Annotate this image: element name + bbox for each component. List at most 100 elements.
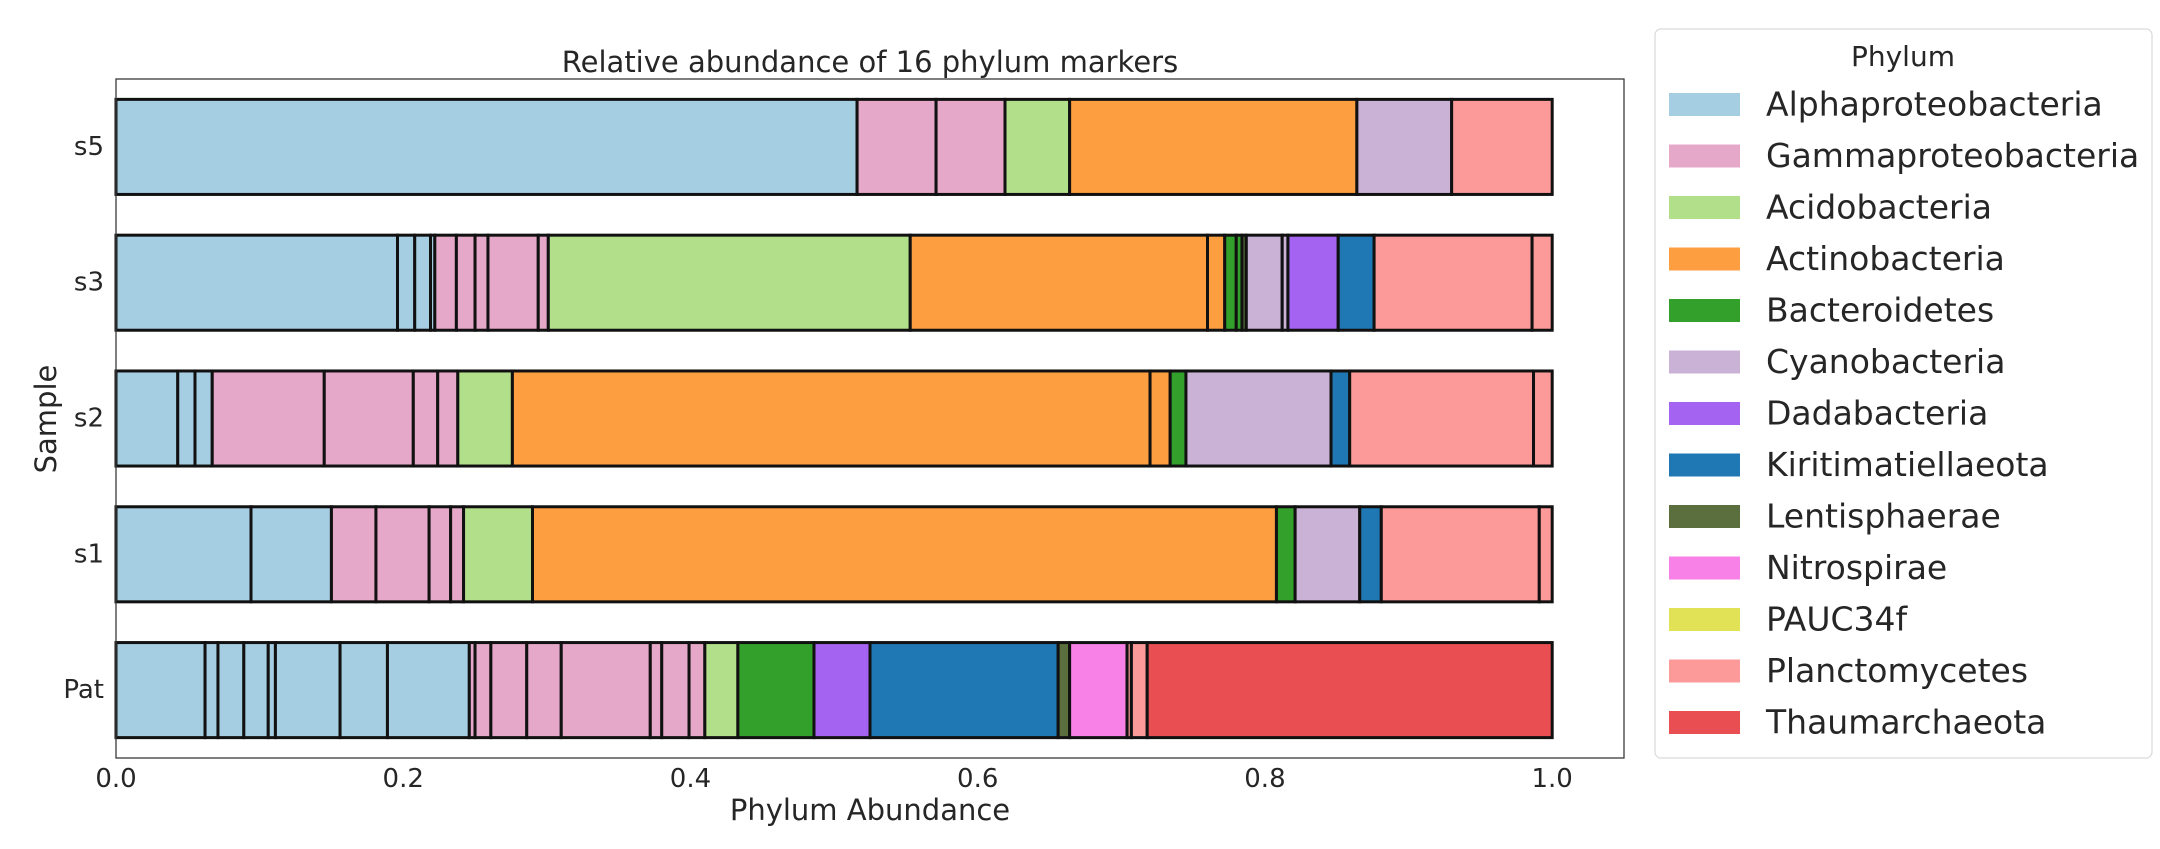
bar-segment-s3-6 xyxy=(473,233,490,332)
legend-label: Planctomycetes xyxy=(1766,651,2028,690)
bar-segment-s1-1 xyxy=(249,505,333,604)
bar-segment-Pat-24 xyxy=(1145,641,1554,740)
bar-segment-Pat-12 xyxy=(559,641,652,740)
legend-swatch xyxy=(1669,144,1740,168)
bar-segment-Pat-17 xyxy=(736,641,816,740)
y-tick-label: s3 xyxy=(74,268,104,298)
x-tick-label: 0.4 xyxy=(670,764,711,794)
legend-entry: Planctomycetes xyxy=(1669,651,2028,690)
bar-segment-s3-11 xyxy=(1206,233,1227,332)
x-axis-label: Phylum Abundance xyxy=(730,793,1010,827)
bar-segment-Pat-18 xyxy=(812,641,872,740)
x-tick-label: 0.6 xyxy=(957,764,998,794)
bar-segment-s3-15 xyxy=(1244,233,1284,332)
bar-segment-s3-20 xyxy=(1530,233,1554,332)
y-tick-label: Pat xyxy=(63,675,104,705)
bar-segment-s5-5 xyxy=(1355,97,1454,196)
bar-segment-s1-0 xyxy=(114,505,253,604)
legend-entry: Cyanobacteria xyxy=(1669,342,2005,381)
legend-entry: Kiritimatiellaeota xyxy=(1669,445,2049,484)
bar-segment-s1-10 xyxy=(1358,505,1383,604)
bar-segment-s2-7 xyxy=(456,369,514,468)
x-tick-label: 0.0 xyxy=(95,764,136,794)
legend-entry: Acidobacteria xyxy=(1669,188,1992,227)
bar-segment-s2-6 xyxy=(436,369,460,468)
x-tick-label: 0.2 xyxy=(383,764,424,794)
bar-segment-s2-9 xyxy=(1148,369,1172,468)
x-tick-label: 1.0 xyxy=(1532,764,1573,794)
chart-title: Relative abundance of 16 phylum markers xyxy=(562,45,1178,79)
bar-segment-Pat-20 xyxy=(1056,641,1072,740)
bar-segment-s2-3 xyxy=(210,369,326,468)
bar-segment-s3-4 xyxy=(433,233,458,332)
y-tick-label: s1 xyxy=(74,539,104,569)
bar-segment-s3-2 xyxy=(413,233,433,332)
legend-entries: Alphaproteobacteria Gammaproteobacteria Ac… xyxy=(1669,85,2139,742)
bar-segment-Pat-16 xyxy=(703,641,740,740)
bar-s1 xyxy=(114,505,1554,604)
legend-label: Nitrospirae xyxy=(1766,548,1947,587)
bar-segment-s2-11 xyxy=(1184,369,1333,468)
bar-segment-s2-13 xyxy=(1348,369,1536,468)
legend-label: Bacteroidetes xyxy=(1766,291,1994,330)
bar-segment-s2-0 xyxy=(114,369,180,468)
x-tick-label: 0.8 xyxy=(1244,764,1285,794)
legend-swatch xyxy=(1669,93,1740,116)
legend-swatch xyxy=(1669,247,1740,271)
bar-segment-s3-19 xyxy=(1372,233,1534,332)
legend-label: Kiritimatiellaeota xyxy=(1766,445,2049,484)
bar-segment-Pat-23 xyxy=(1129,641,1149,740)
legend-label: Gammaproteobacteria xyxy=(1766,136,2139,175)
x-tick-labels: 0.0 0.2 0.4 0.6 0.8 1.0 xyxy=(95,764,1573,794)
bar-segment-Pat-2 xyxy=(216,641,246,740)
legend-label: Lentisphaerae xyxy=(1766,497,2001,536)
bar-segment-s2-14 xyxy=(1532,369,1554,468)
bar-segment-Pat-0 xyxy=(114,641,207,740)
bar-s2 xyxy=(114,369,1554,468)
bar-segment-Pat-5 xyxy=(273,641,342,740)
bar-segment-Pat-3 xyxy=(242,641,270,740)
bar-segment-s5-2 xyxy=(934,97,1007,196)
y-tick-label: s2 xyxy=(74,404,104,434)
bar-segment-Pat-1 xyxy=(203,641,220,740)
legend-entry: PAUC34f xyxy=(1669,600,1909,639)
legend-swatch xyxy=(1669,505,1740,528)
legend-frame xyxy=(1654,28,2153,759)
bar-segment-s5-3 xyxy=(1003,97,1072,196)
legend-entry: Gammaproteobacteria xyxy=(1669,136,2139,175)
legend-label: Actinobacteria xyxy=(1766,239,2005,278)
legend-swatch xyxy=(1669,299,1740,322)
legend-entry: Bacteroidetes xyxy=(1669,291,1994,330)
legend-entry: Lentisphaerae xyxy=(1669,497,2001,536)
legend-label: Alphaproteobacteria xyxy=(1766,85,2103,124)
legend: Phylum Alphaproteobacteria Gammaproteobac… xyxy=(1654,28,2153,759)
bar-segment-s2-4 xyxy=(322,369,415,468)
bar-segment-s1-12 xyxy=(1537,505,1554,604)
bar-segment-Pat-11 xyxy=(525,641,563,740)
bar-segment-s3-9 xyxy=(546,233,912,332)
bar-segment-s3-0 xyxy=(114,233,399,332)
legend-swatch xyxy=(1669,350,1740,374)
legend-swatch xyxy=(1669,608,1740,631)
bar-segment-Pat-10 xyxy=(489,641,529,740)
legend-swatch xyxy=(1669,402,1740,425)
bar-segment-Pat-21 xyxy=(1068,641,1129,740)
legend-swatch xyxy=(1669,196,1740,219)
legend-entry: Dadabacteria xyxy=(1669,394,1988,433)
bar-segment-s2-1 xyxy=(176,369,197,468)
bar-segment-s2-10 xyxy=(1168,369,1188,468)
legend-entry: Thaumarchaeota xyxy=(1669,703,2046,742)
bar-segment-s5-1 xyxy=(855,97,938,196)
legend-label: Acidobacteria xyxy=(1766,188,1992,227)
bar-segment-s3-12 xyxy=(1223,233,1238,332)
bar-segment-s1-4 xyxy=(427,505,453,604)
bar-segment-Pat-6 xyxy=(338,641,389,740)
bar-segment-s1-9 xyxy=(1293,505,1362,604)
legend-swatch xyxy=(1669,711,1740,734)
bar-segment-Pat-7 xyxy=(385,641,471,740)
bar-segment-s1-8 xyxy=(1274,505,1297,604)
y-axis-label: Sample xyxy=(29,365,63,474)
legend-entry: Alphaproteobacteria xyxy=(1669,85,2103,124)
legend-label: Cyanobacteria xyxy=(1766,342,2005,381)
